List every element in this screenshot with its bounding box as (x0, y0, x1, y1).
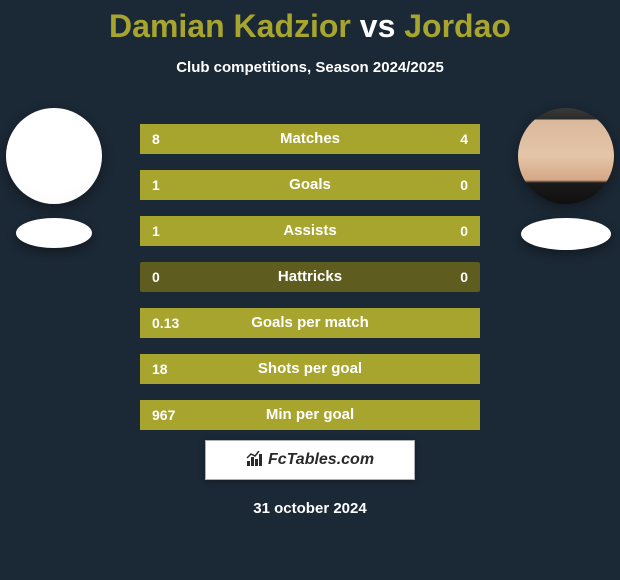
title-player-b: Jordao (404, 8, 511, 44)
stat-row: 18Shots per goal (140, 354, 480, 384)
bar-label: Goals per match (140, 308, 480, 338)
comparison-canvas: Damian Kadzior vs Jordao Club competitio… (0, 0, 620, 580)
bar-label: Goals (140, 170, 480, 200)
stat-row: 967Min per goal (140, 400, 480, 430)
title-vs: vs (360, 8, 396, 44)
bar-label: Shots per goal (140, 354, 480, 384)
club-badge-right (521, 218, 611, 250)
chart-icon (246, 451, 264, 467)
page-title: Damian Kadzior vs Jordao (0, 0, 620, 45)
stat-row: 84Matches (140, 124, 480, 154)
footer-date: 31 october 2024 (0, 500, 620, 517)
bar-label: Min per goal (140, 400, 480, 430)
club-badge-left (16, 218, 92, 248)
avatar-left (6, 108, 102, 204)
player-right (506, 108, 620, 250)
stat-row: 10Assists (140, 216, 480, 246)
footer-logo-text: FcTables.com (268, 451, 374, 468)
stat-bars: 84Matches 10Goals 10Assists 00Hattricks 0.13… (140, 124, 480, 446)
footer-logo: FcTables.com (205, 440, 415, 480)
stat-row: 00Hattricks (140, 262, 480, 292)
bar-label: Matches (140, 124, 480, 154)
bar-label: Assists (140, 216, 480, 246)
player-left (0, 108, 114, 248)
title-player-a: Damian Kadzior (109, 8, 351, 44)
subtitle: Club competitions, Season 2024/2025 (0, 59, 620, 76)
avatar-right (518, 108, 614, 204)
stat-row: 0.13Goals per match (140, 308, 480, 338)
stat-row: 10Goals (140, 170, 480, 200)
bar-label: Hattricks (140, 262, 480, 292)
